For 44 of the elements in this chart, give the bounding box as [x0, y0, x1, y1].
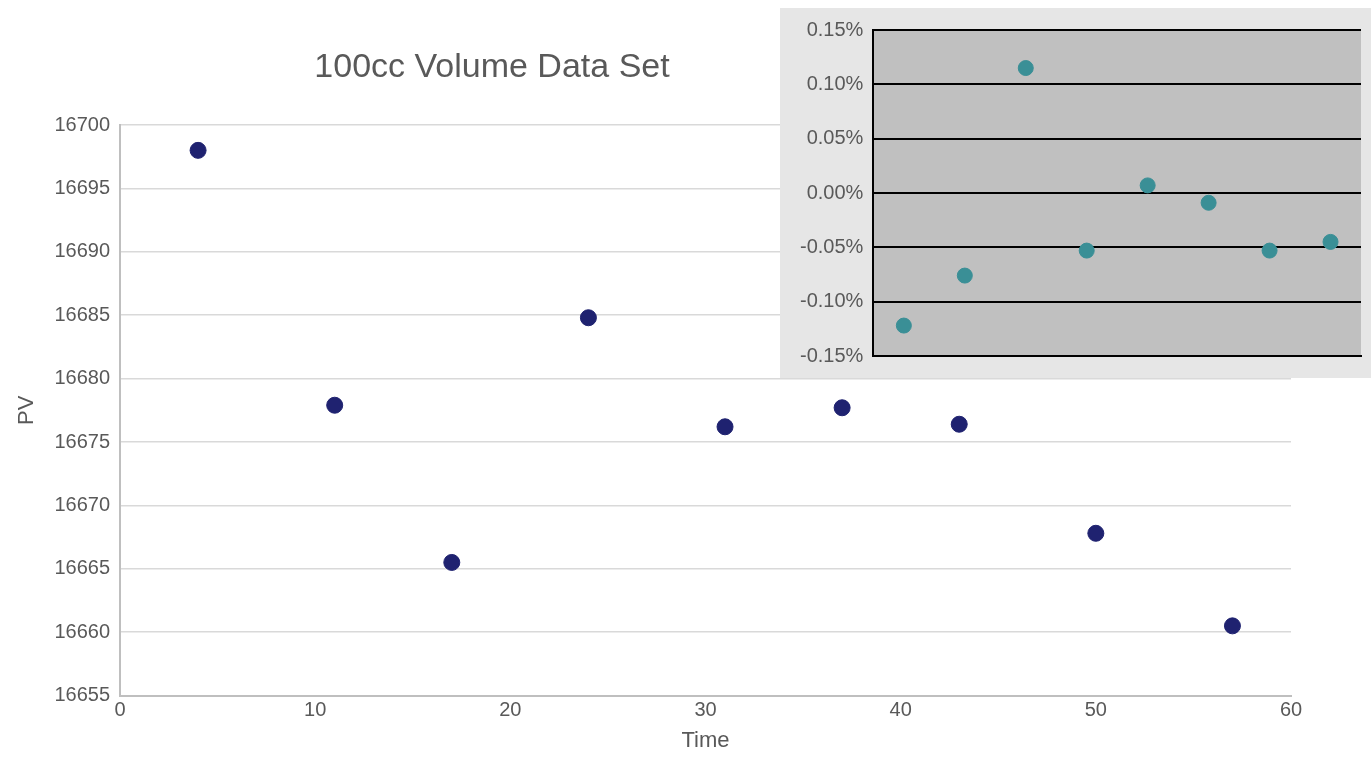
- x-tick-label: 20: [499, 698, 522, 721]
- point: [1078, 242, 1095, 259]
- y-tick-label: 16685: [54, 302, 111, 325]
- point: [1200, 194, 1217, 211]
- y-tick-label: 16680: [54, 366, 111, 389]
- x-tick-label: 50: [1084, 698, 1107, 721]
- y-tick-label: 16675: [54, 429, 111, 452]
- y-tick-label: 16660: [54, 619, 111, 642]
- y-tick-label: 0.00%: [806, 180, 864, 203]
- point: [895, 317, 912, 334]
- point: [189, 141, 207, 159]
- point: [716, 418, 734, 436]
- x-axis-title: Time: [681, 726, 730, 752]
- point: [833, 399, 851, 417]
- point: [956, 267, 973, 284]
- y-tick-label: 0.10%: [806, 71, 864, 94]
- y-tick-label: -0.10%: [799, 289, 864, 312]
- point: [1017, 60, 1034, 77]
- x-tick-label: 30: [694, 698, 717, 721]
- point: [443, 553, 461, 571]
- y-axis-title: PV: [13, 395, 39, 425]
- chart-title: 100cc Volume Data Set: [314, 46, 671, 85]
- y-tick-label: 16695: [54, 175, 111, 198]
- x-tick-label: 60: [1279, 698, 1303, 721]
- point: [1087, 524, 1105, 542]
- x-tick-label: 40: [889, 698, 912, 721]
- x-tick-label: 0: [114, 698, 126, 721]
- y-tick-label: 16670: [54, 492, 111, 515]
- point: [1223, 617, 1241, 635]
- point: [579, 309, 597, 327]
- y-tick-label: -0.05%: [799, 234, 864, 257]
- y-tick-label: -0.15%: [799, 343, 864, 366]
- y-tick-label: 16665: [54, 556, 111, 579]
- x-tick-label: 10: [304, 698, 327, 721]
- y-tick-label: 16700: [54, 112, 111, 135]
- point: [326, 396, 344, 414]
- y-tick-label: 0.15%: [806, 17, 864, 40]
- point: [1261, 242, 1278, 259]
- point: [1139, 177, 1156, 194]
- point: [1322, 233, 1339, 250]
- y-tick-label: 16655: [54, 683, 111, 706]
- y-tick-label: 16690: [54, 239, 111, 262]
- point: [950, 415, 968, 433]
- y-tick-label: 0.05%: [806, 126, 864, 149]
